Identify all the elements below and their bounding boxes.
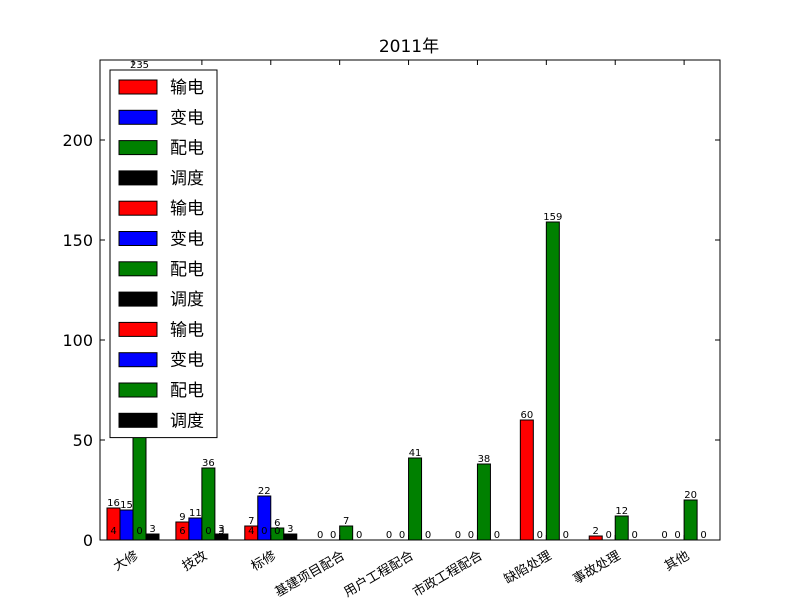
x-tick-label: 大修 — [111, 548, 141, 574]
data-label: 0 — [468, 530, 474, 541]
legend-label: 配电 — [170, 381, 204, 401]
data-label: 0 — [606, 530, 612, 541]
legend-swatch — [118, 79, 158, 95]
x-tick-label: 技改 — [180, 548, 210, 574]
y-tick-label: 50 — [73, 431, 93, 450]
x-tick-label: 其他 — [662, 548, 692, 574]
data-label: 36 — [202, 458, 215, 469]
overlay-label: 0 — [205, 526, 211, 537]
legend-swatch — [118, 109, 158, 125]
legend-swatch — [118, 200, 158, 216]
data-label: 11 — [189, 508, 202, 519]
data-label: 0 — [425, 530, 431, 541]
data-label: 15 — [120, 500, 133, 511]
legend-swatch — [118, 321, 158, 337]
data-label: 0 — [330, 530, 336, 541]
overlay-label: 6 — [179, 526, 185, 537]
x-tick-label: 市政工程配合 — [410, 548, 486, 600]
data-label: 7 — [343, 516, 349, 527]
bar-变电-技改 — [188, 517, 203, 541]
data-label: 0 — [356, 530, 362, 541]
data-label: 0 — [563, 530, 569, 541]
chart-title: 2011年 — [379, 37, 439, 57]
y-tick-label: 100 — [62, 331, 93, 350]
data-label: 3 — [149, 524, 155, 535]
bar-配电-其他 — [683, 499, 698, 541]
data-label: 38 — [478, 454, 491, 465]
legend-label: 调度 — [170, 411, 204, 431]
legend-label: 配电 — [170, 139, 204, 159]
overlay-label: 0 — [274, 526, 280, 537]
data-label: 0 — [661, 530, 667, 541]
bar-配电-事故处理 — [614, 515, 629, 541]
bar-配电-缺陷处理 — [545, 221, 560, 541]
data-label: 0 — [494, 530, 500, 541]
bar-输电-缺陷处理 — [519, 419, 534, 541]
x-tick-label: 基建项目配合 — [273, 548, 348, 600]
x-tick-label: 缺陷处理 — [502, 548, 555, 587]
legend-label: 输电 — [170, 78, 204, 98]
legend-label: 输电 — [170, 199, 204, 219]
overlay-label: 4 — [110, 526, 116, 537]
overlay-label: 3 — [218, 526, 224, 537]
legend-box — [109, 69, 218, 439]
bar-配电-基建项目配合 — [339, 525, 354, 541]
overlay-label: 0 — [136, 526, 142, 537]
y-tick-label: 150 — [62, 231, 93, 250]
legend-swatch — [118, 382, 158, 398]
data-label: 22 — [258, 486, 271, 497]
data-label: 41 — [409, 448, 422, 459]
bar-配电-用户工程配合 — [408, 457, 423, 541]
data-label: 6 — [274, 518, 280, 529]
data-label: 7 — [248, 516, 254, 527]
bar-配电-市政工程配合 — [476, 463, 491, 541]
legend-label: 调度 — [170, 290, 204, 310]
legend-swatch — [118, 140, 158, 156]
legend-swatch — [118, 170, 158, 186]
data-label: 235 — [130, 60, 149, 71]
legend-label: 变电 — [170, 230, 204, 250]
data-label: 0 — [537, 530, 543, 541]
overlay-label: 4 — [248, 526, 254, 537]
data-label: 2 — [593, 526, 599, 537]
bar-变电-大修 — [119, 509, 134, 541]
y-tick-label: 0 — [83, 531, 93, 550]
legend-label: 调度 — [170, 169, 204, 189]
data-label: 12 — [615, 506, 628, 517]
x-tick-label: 标修 — [249, 548, 279, 574]
data-label: 0 — [455, 530, 461, 541]
legend-swatch — [118, 291, 158, 307]
data-label: 0 — [317, 530, 323, 541]
data-label: 20 — [684, 490, 697, 501]
data-label: 0 — [674, 530, 680, 541]
data-label: 3 — [287, 524, 293, 535]
x-tick-label: 用户工程配合 — [341, 548, 417, 600]
data-label: 9 — [179, 512, 185, 523]
legend-label: 变电 — [170, 108, 204, 128]
legend-label: 配电 — [170, 260, 204, 280]
data-label: 0 — [632, 530, 638, 541]
x-tick-label: 事故处理 — [571, 548, 624, 587]
legend-swatch — [118, 261, 158, 277]
legend-label: 变电 — [170, 351, 204, 371]
legend-label: 输电 — [170, 320, 204, 340]
data-label: 3 — [218, 524, 224, 535]
legend-swatch — [118, 412, 158, 428]
data-label: 0 — [386, 530, 392, 541]
data-label: 16 — [107, 498, 120, 509]
y-tick-label: 200 — [62, 131, 93, 150]
data-label: 0 — [700, 530, 706, 541]
overlay-label: 0 — [261, 526, 267, 537]
plot-frame — [99, 59, 721, 541]
legend-swatch — [118, 231, 158, 246]
legend-swatch — [118, 352, 158, 368]
data-label: 159 — [543, 212, 562, 223]
data-label: 60 — [520, 410, 533, 421]
data-label: 0 — [399, 530, 405, 541]
